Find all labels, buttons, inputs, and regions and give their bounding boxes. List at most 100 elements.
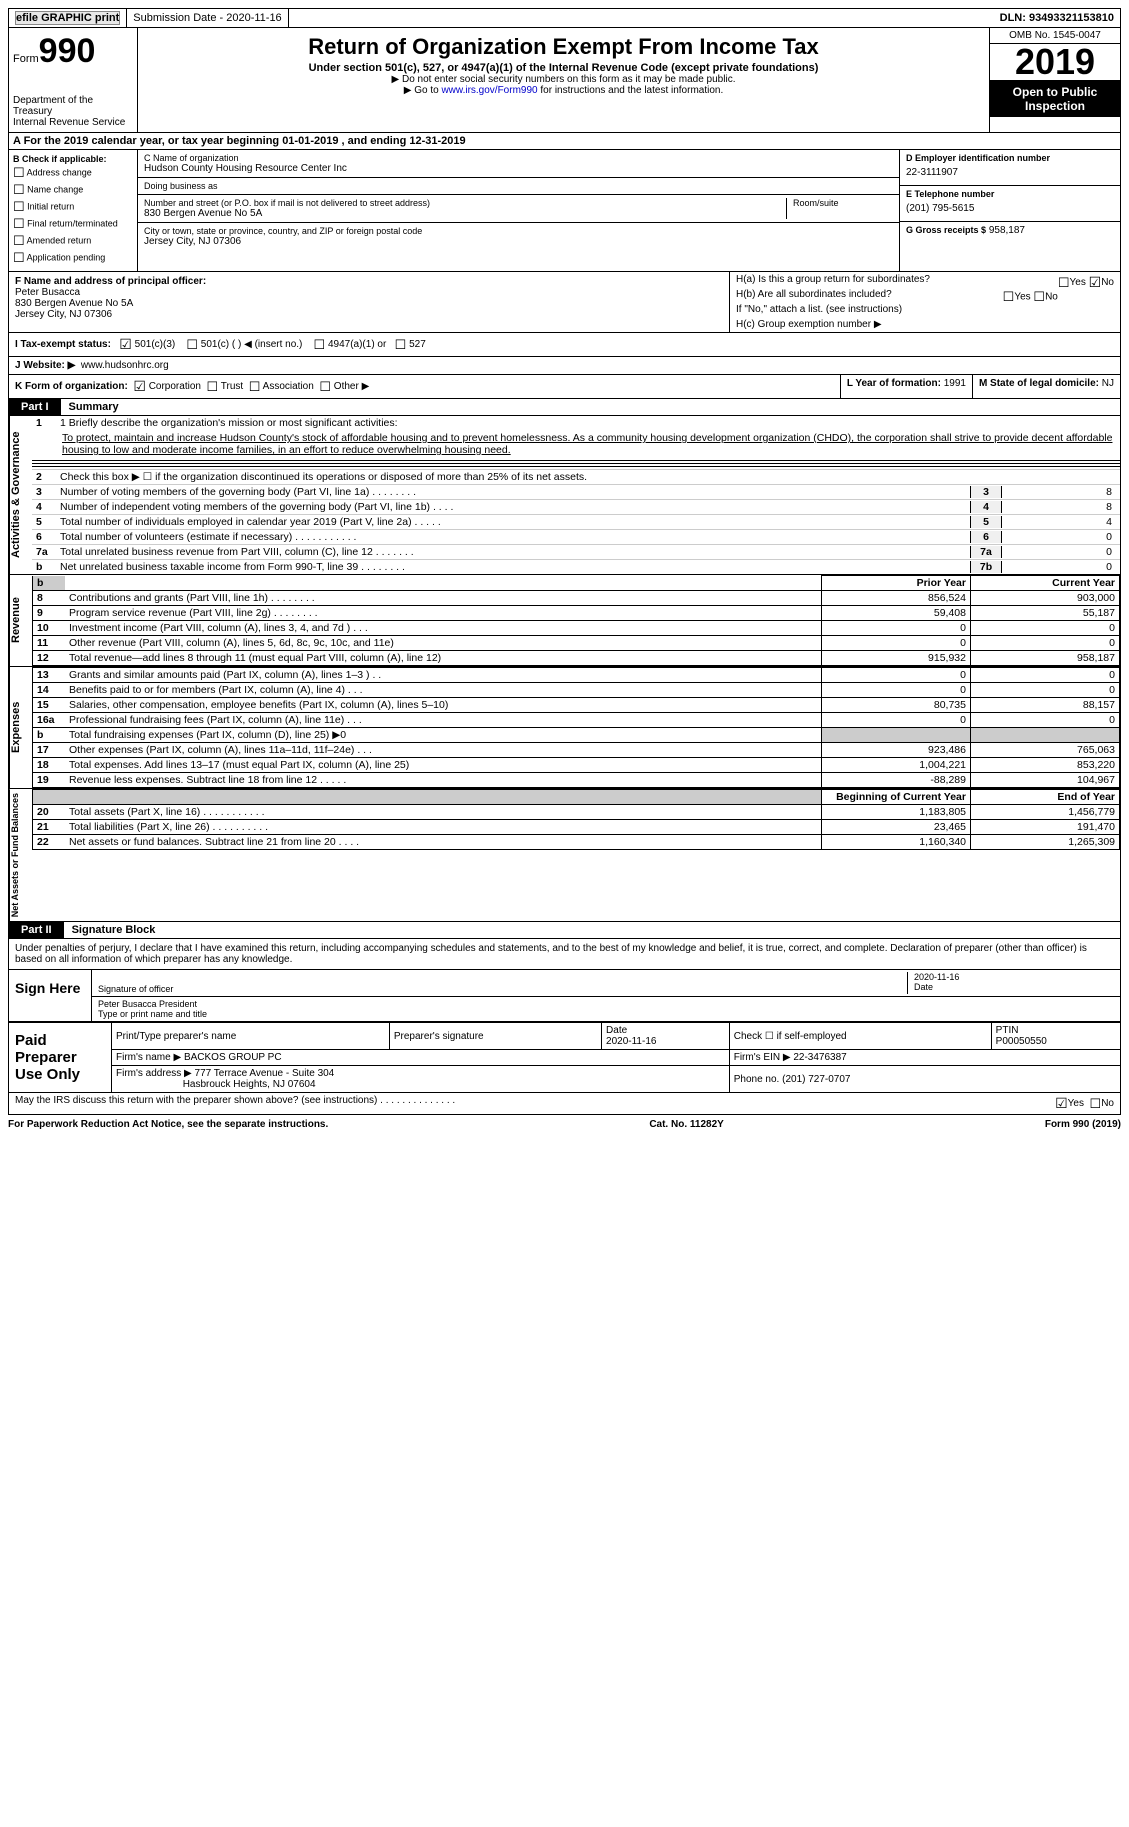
room-suite: Room/suite (787, 198, 893, 219)
irs-link[interactable]: www.irs.gov/Form990 (441, 85, 537, 96)
table-row: 15Salaries, other compensation, employee… (33, 698, 1120, 713)
form-of-org-row: K Form of organization: Corporation Trus… (8, 375, 1121, 399)
gross-receipts: 958,187 (989, 225, 1025, 236)
chk-name-change[interactable]: Name change (13, 182, 133, 198)
chk-app-pending[interactable]: Application pending (13, 250, 133, 266)
table-row: 21Total liabilities (Part X, line 26) . … (33, 820, 1120, 835)
sign-here-block: Sign Here Signature of officer 2020-11-1… (8, 970, 1121, 1022)
form-title: Return of Organization Exempt From Incom… (142, 34, 985, 60)
chk-trust[interactable] (207, 381, 219, 392)
officer-addr2: Jersey City, NJ 07306 (15, 309, 723, 320)
gov-line: 7aTotal unrelated business revenue from … (32, 544, 1120, 559)
chk-amended-return[interactable]: Amended return (13, 233, 133, 249)
table-row: 17Other expenses (Part IX, column (A), l… (33, 743, 1120, 758)
section-h: H(a) Is this a group return for subordin… (729, 272, 1120, 332)
top-bar: efile GRAPHIC print Submission Date - 20… (8, 8, 1121, 28)
section-b: B Check if applicable: Address change Na… (9, 150, 138, 271)
table-row: 13Grants and similar amounts paid (Part … (33, 668, 1120, 683)
website-note: ▶ Go to www.irs.gov/Form990 for instruct… (142, 85, 985, 96)
table-row: 16aProfessional fundraising fees (Part I… (33, 713, 1120, 728)
discuss-yes[interactable] (1055, 1098, 1068, 1109)
expenses-section: Expenses 13Grants and similar amounts pa… (8, 667, 1121, 789)
firm-name: BACKOS GROUP PC (184, 1052, 282, 1063)
chk-association[interactable] (249, 381, 261, 392)
efile-print-button[interactable]: efile GRAPHIC print (15, 11, 120, 25)
city-state-zip: Jersey City, NJ 07306 (144, 236, 893, 247)
form-label: Form990 (13, 32, 133, 71)
chk-501c[interactable] (186, 339, 198, 350)
table-row: 18Total expenses. Add lines 13–17 (must … (33, 758, 1120, 773)
discuss-no[interactable] (1090, 1098, 1102, 1109)
form-subtitle: Under section 501(c), 527, or 4947(a)(1)… (142, 62, 985, 74)
firm-ein: 22-3476387 (793, 1052, 846, 1063)
dept-irs: Internal Revenue Service (13, 117, 133, 128)
dept-treasury: Department of the Treasury (13, 95, 133, 117)
tax-year: 2019 (990, 44, 1120, 81)
form-header: Form990 Department of the Treasury Inter… (8, 28, 1121, 133)
org-info-block: B Check if applicable: Address change Na… (8, 150, 1121, 272)
table-row: 22Net assets or fund balances. Subtract … (33, 835, 1120, 850)
chk-other[interactable] (319, 381, 331, 392)
part2-header: Part II Signature Block (8, 922, 1121, 939)
chk-initial-return[interactable]: Initial return (13, 199, 133, 215)
officer-name: Peter Busacca (15, 287, 723, 298)
chk-501c3[interactable] (119, 339, 132, 350)
table-row: 19Revenue less expenses. Subtract line 1… (33, 773, 1120, 788)
section-f: F Name and address of principal officer:… (9, 272, 729, 332)
chk-corporation[interactable] (133, 381, 146, 392)
org-name: Hudson County Housing Resource Center In… (144, 163, 893, 174)
discuss-row: May the IRS discuss this return with the… (8, 1093, 1121, 1115)
submission-date: Submission Date - 2020-11-16 (127, 9, 288, 27)
firm-addr2: Hasbrouck Heights, NJ 07604 (183, 1079, 316, 1090)
page-footer: For Paperwork Reduction Act Notice, see … (8, 1115, 1121, 1134)
street-address: 830 Bergen Avenue No 5A (144, 208, 780, 219)
table-row: 8Contributions and grants (Part VIII, li… (33, 591, 1120, 606)
table-row: 11Other revenue (Part VIII, column (A), … (33, 636, 1120, 651)
section-c: C Name of organization Hudson County Hou… (138, 150, 899, 271)
chk-527[interactable] (395, 339, 407, 350)
expenses-table: 13Grants and similar amounts paid (Part … (32, 667, 1120, 788)
net-assets-table: Beginning of Current YearEnd of Year 20T… (32, 789, 1120, 850)
ssn-note: ▶ Do not enter social security numbers o… (142, 74, 985, 85)
chk-4947[interactable] (314, 339, 326, 350)
chk-address-change[interactable]: Address change (13, 165, 133, 181)
officer-group-block: F Name and address of principal officer:… (8, 272, 1121, 333)
gov-line: 4Number of independent voting members of… (32, 499, 1120, 514)
mission-statement: To protect, maintain and increase Hudson… (32, 430, 1120, 458)
part1-header: Part I Summary (8, 399, 1121, 416)
website-row: J Website: ▶ www.hudsonhrc.org (8, 357, 1121, 375)
section-d: D Employer identification number 22-3111… (899, 150, 1120, 271)
table-row: 12Total revenue—add lines 8 through 11 (… (33, 651, 1120, 666)
prep-date: 2020-11-16 (606, 1036, 656, 1047)
gov-line: 5Total number of individuals employed in… (32, 514, 1120, 529)
state-domicile: NJ (1102, 378, 1114, 389)
perjury-statement: Under penalties of perjury, I declare th… (8, 939, 1121, 970)
officer-addr1: 830 Bergen Avenue No 5A (15, 298, 723, 309)
gov-line: 3Number of voting members of the governi… (32, 484, 1120, 499)
revenue-table: b Prior YearCurrent Year 8Contributions … (32, 575, 1120, 666)
table-row: 9Program service revenue (Part VIII, lin… (33, 606, 1120, 621)
net-assets-section: Net Assets or Fund Balances Beginning of… (8, 789, 1121, 922)
sig-date: 2020-11-16 (914, 972, 1114, 982)
table-row: 10Investment income (Part VIII, column (… (33, 621, 1120, 636)
ein: 22-3111907 (906, 163, 1114, 182)
table-row: 20Total assets (Part X, line 16) . . . .… (33, 805, 1120, 820)
firm-addr1: 777 Terrace Avenue - Suite 304 (195, 1068, 335, 1079)
paid-preparer-block: Paid Preparer Use Only Print/Type prepar… (8, 1022, 1121, 1093)
gov-line: bNet unrelated business taxable income f… (32, 559, 1120, 574)
open-inspection: Open to Public Inspection (990, 81, 1120, 117)
ptin: P00050550 (996, 1036, 1047, 1047)
year-formation: 1991 (944, 378, 966, 389)
chk-final-return[interactable]: Final return/terminated (13, 216, 133, 232)
revenue-section: Revenue b Prior YearCurrent Year 8Contri… (8, 575, 1121, 667)
tax-exempt-status: I Tax-exempt status: 501(c)(3) 501(c) ( … (8, 333, 1121, 357)
gov-line: 6Total number of volunteers (estimate if… (32, 529, 1120, 544)
table-row: 14Benefits paid to or for members (Part … (33, 683, 1120, 698)
org-website: www.hudsonhrc.org (81, 360, 169, 371)
activities-governance: Activities & Governance 11 Briefly descr… (8, 416, 1121, 575)
table-row: bTotal fundraising expenses (Part IX, co… (33, 728, 1120, 743)
tax-year-row: A For the 2019 calendar year, or tax yea… (8, 133, 1121, 150)
telephone: (201) 795-5615 (906, 199, 1114, 218)
dln: DLN: 93493321153810 (994, 9, 1120, 27)
officer-name-title: Peter Busacca President (98, 999, 1114, 1009)
